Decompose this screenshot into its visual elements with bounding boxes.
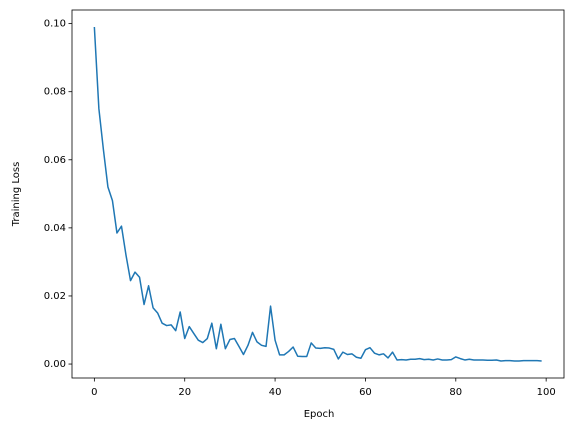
x-tick-label: 60 [359,387,372,398]
axes-frame [71,9,565,379]
x-tick-label: 100 [537,387,556,398]
y-axis-label: Training Loss [11,162,22,228]
y-tick-label: 0.02 [44,291,66,302]
y-tick-label: 0.00 [44,359,66,370]
x-tick-label: 80 [449,387,462,398]
y-tick-label: 0.04 [44,223,66,234]
y-tick-label: 0.08 [44,87,66,98]
x-tick-label: 40 [269,387,282,398]
y-tick-label: 0.06 [44,155,66,166]
x-axis-label: Epoch [304,409,335,420]
x-tick-label: 0 [91,387,97,398]
loss-line [93,26,542,362]
x-tick-label: 20 [178,387,191,398]
y-tick-label: 0.10 [44,19,66,30]
